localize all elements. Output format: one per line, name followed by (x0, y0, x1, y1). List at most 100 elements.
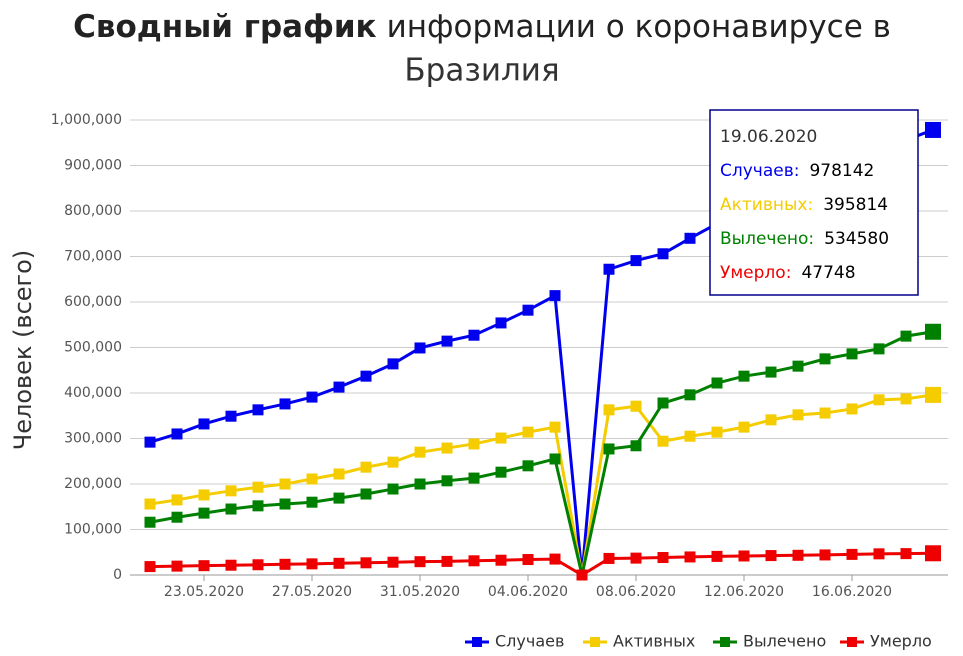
y-tick-label: 300,000 (64, 431, 122, 447)
data-point (333, 468, 345, 480)
data-point (684, 389, 696, 401)
data-point (387, 556, 399, 568)
data-point (549, 553, 561, 565)
tooltip-date: 19.06.2020 (720, 127, 817, 147)
data-point (144, 436, 156, 448)
data-point (925, 386, 941, 403)
data-point (414, 342, 426, 354)
data-point (738, 421, 750, 433)
title-bold: Сводный график (73, 9, 377, 45)
data-point (630, 400, 642, 412)
data-point (144, 516, 156, 528)
data-point (441, 442, 453, 454)
legend-marker (847, 637, 857, 647)
y-tick-label: 0 (113, 567, 122, 583)
legend-marker (590, 637, 600, 647)
data-point (925, 121, 941, 138)
x-tick-label: 16.06.2020 (812, 584, 892, 600)
data-point (144, 561, 156, 573)
data-point (441, 335, 453, 347)
tooltip-label: Активных: (720, 195, 813, 215)
series-line (149, 330, 934, 576)
y-tick-label: 500,000 (64, 340, 122, 356)
data-point (333, 557, 345, 569)
y-tick-label: 600,000 (64, 294, 122, 310)
data-point (252, 404, 264, 416)
data-point (846, 548, 858, 560)
data-point (522, 426, 534, 438)
tooltip-row: Случаев: 978142 (720, 161, 874, 181)
data-point (603, 404, 615, 416)
legend-label: Активных (613, 632, 695, 651)
series-line (149, 551, 934, 577)
data-point (198, 418, 210, 430)
data-point (171, 560, 183, 572)
data-point (630, 440, 642, 452)
data-point (738, 370, 750, 382)
data-point (225, 559, 237, 571)
data-point (495, 554, 507, 566)
data-point (765, 414, 777, 426)
data-point (711, 377, 723, 389)
data-point (684, 232, 696, 244)
legend-marker (720, 637, 730, 647)
data-point (252, 500, 264, 512)
data-point (252, 481, 264, 493)
legend-marker (472, 637, 482, 647)
y-tick-label: 700,000 (64, 249, 122, 265)
data-point (765, 550, 777, 562)
data-point (495, 432, 507, 444)
data-point (792, 360, 804, 372)
data-point (306, 558, 318, 570)
data-point (468, 555, 480, 567)
data-point (171, 428, 183, 440)
data-point (925, 323, 941, 340)
legend-label: Вылечено (743, 632, 826, 651)
data-point (225, 410, 237, 422)
data-point (792, 409, 804, 421)
data-point (900, 330, 912, 342)
data-point (333, 492, 345, 504)
data-point (387, 483, 399, 495)
tooltip-value: 395814 (823, 195, 888, 215)
data-point (414, 556, 426, 568)
y-tick-label: 100,000 (64, 522, 122, 538)
tooltip-row: Умерло: 47748 (720, 263, 856, 283)
data-point (414, 446, 426, 458)
y-tick-label: 200,000 (64, 476, 122, 492)
data-point (900, 548, 912, 560)
data-point (279, 558, 291, 570)
data-point (522, 554, 534, 566)
data-point (603, 263, 615, 275)
data-point (711, 550, 723, 562)
data-point (549, 290, 561, 302)
tooltip-label: Умерло: (720, 263, 791, 283)
tooltip-row: Вылечено: 534580 (720, 229, 889, 249)
data-point (279, 398, 291, 410)
y-tick-label: 800,000 (64, 203, 122, 219)
data-point (225, 485, 237, 497)
data-point (603, 552, 615, 564)
series-line (149, 393, 934, 576)
tooltip-label: Вылечено: (720, 229, 814, 249)
data-point (873, 394, 885, 406)
data-point (657, 552, 669, 564)
data-point (198, 560, 210, 572)
data-point (468, 438, 480, 450)
data-point (495, 317, 507, 329)
y-tick-label: 400,000 (64, 385, 122, 401)
title-part: Бразилия (404, 53, 559, 89)
data-point (279, 478, 291, 490)
data-point (576, 569, 588, 581)
data-point (522, 460, 534, 472)
data-point (522, 304, 534, 316)
data-point (333, 381, 345, 393)
data-point (144, 498, 156, 510)
data-point (549, 421, 561, 433)
data-point (279, 498, 291, 510)
tooltip-row: Активных: 395814 (720, 195, 888, 215)
data-point (873, 548, 885, 560)
data-point (684, 551, 696, 563)
tooltip-label: Случаев: (720, 161, 799, 181)
data-point (360, 461, 372, 473)
